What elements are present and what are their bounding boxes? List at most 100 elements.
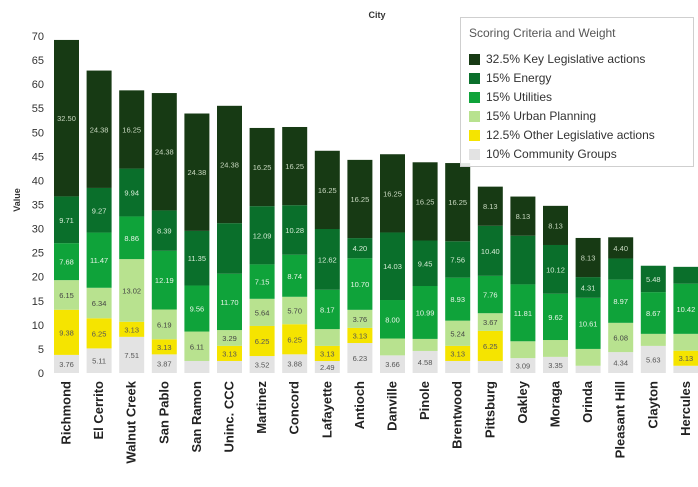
- data-label: 32.50: [57, 114, 76, 123]
- data-label: 3.76: [59, 360, 74, 369]
- category-label: Uninc. CCC: [222, 380, 237, 452]
- bar-segment: [119, 259, 145, 322]
- bar-segment: [640, 333, 666, 346]
- data-label: 10.28: [285, 226, 304, 235]
- bar-stack: 3.87 3.13 6.19 12.19 8.39 24.38: [151, 93, 177, 373]
- bar-segment: [477, 330, 503, 361]
- bar-segment: [347, 327, 373, 344]
- bar-segment: [640, 292, 666, 334]
- y-tick-label: 10: [32, 320, 44, 332]
- bar-segment: [673, 350, 698, 366]
- data-label: 3.87: [157, 360, 172, 369]
- data-label: 10.42: [677, 305, 696, 314]
- bar-stack: 4.34 6.08 8.97 4.40: [608, 237, 634, 373]
- category-label: Clayton: [645, 381, 660, 429]
- data-label: 4.31: [581, 283, 596, 292]
- bar-segment: [151, 354, 177, 373]
- bar-segment: [86, 287, 112, 319]
- bar-segment: [673, 333, 698, 351]
- legend-label: 15% Utilities: [486, 90, 553, 104]
- data-label: 12.09: [253, 231, 272, 240]
- bar-segment: [543, 340, 568, 357]
- bar-segment: [119, 336, 145, 373]
- data-label: 8.13: [548, 221, 563, 230]
- y-axis-ticks: 0 5 10 15 20 25 30 35 40 45 50 55 60 65 70: [32, 31, 44, 380]
- bar-stack: 7.51 3.13 13.02 8.86 9.94 16.25: [119, 90, 145, 373]
- bar-segment: [217, 105, 242, 224]
- bar-segment: [54, 309, 79, 355]
- bar-stack: 5.63 8.67 5.48: [640, 265, 666, 373]
- bar-segment: [249, 264, 275, 299]
- legend-swatch: [469, 129, 480, 141]
- bars: 3.76 9.38 6.15 7.68 9.71 32.50 5.11 6.25 6.34 11.…: [54, 39, 698, 373]
- bar-segment: [249, 206, 275, 265]
- category-label: San Pablo: [156, 381, 171, 444]
- data-label: 16.25: [122, 125, 141, 134]
- data-label: 3.88: [287, 360, 302, 369]
- category-label: Antioch: [352, 381, 367, 429]
- bar-segment: [217, 330, 242, 346]
- bar-stack: 10.61 4.31 8.13: [575, 237, 601, 373]
- legend-item: 15% Energy: [469, 69, 551, 87]
- bar-segment: [347, 309, 373, 328]
- bar-segment: [314, 150, 340, 230]
- bar-segment: [673, 365, 698, 373]
- bar-stack: 5.11 6.25 6.34 11.47 9.27 24.38: [86, 70, 112, 373]
- bar-segment: [608, 322, 634, 353]
- data-label: 9.94: [124, 189, 139, 198]
- bar-segment: [477, 225, 503, 276]
- category-label: Richmond: [59, 381, 74, 445]
- data-label: 3.13: [450, 349, 465, 358]
- data-label: 9.71: [59, 216, 74, 225]
- bar-segment: [673, 283, 698, 334]
- data-label: 9.38: [59, 328, 74, 337]
- data-label: 24.38: [90, 125, 109, 134]
- bar-segment: [54, 243, 79, 281]
- bar-stack: 3.09 11.81 8.13: [510, 196, 536, 373]
- data-label: 7.51: [124, 351, 139, 360]
- category-label: San Ramon: [189, 381, 204, 453]
- legend-item: 15% Urban Planning: [469, 107, 596, 125]
- bar-stack: 3.13 10.42: [673, 266, 698, 373]
- data-label: 11.35: [188, 254, 206, 263]
- bar-segment: [184, 331, 210, 361]
- data-label: 8.74: [287, 272, 302, 281]
- data-label: 12.19: [155, 276, 174, 285]
- data-label: 11.70: [220, 298, 238, 307]
- bar-segment: [673, 266, 698, 284]
- bar-segment: [543, 205, 568, 245]
- bar-segment: [282, 205, 308, 255]
- data-label: 6.25: [483, 342, 498, 351]
- data-label: 24.38: [155, 148, 174, 157]
- legend: Scoring Criteria and Weight 32.5% Key Le…: [460, 17, 694, 167]
- bar-segment: [510, 341, 536, 359]
- bar-segment: [347, 343, 373, 373]
- data-label: 3.09: [516, 362, 531, 371]
- bar-segment: [575, 297, 601, 349]
- bar-stack: 3.52 6.25 5.64 7.15 12.09 16.25: [249, 127, 275, 373]
- bar-segment: [217, 345, 242, 361]
- bar-segment: [477, 313, 503, 331]
- data-label: 6.34: [92, 299, 107, 308]
- y-tick-label: 45: [32, 151, 44, 163]
- bar-stack: 3.13 5.24 8.93 7.56 16.25: [445, 163, 471, 373]
- legend-label: 15% Energy: [486, 71, 552, 85]
- data-label: 11.47: [90, 256, 108, 265]
- data-label: 8.13: [516, 212, 531, 221]
- bar-segment: [249, 298, 275, 326]
- bar-segment: [119, 168, 145, 217]
- bar-segment: [380, 154, 405, 233]
- bar-segment: [412, 286, 438, 339]
- category-label: Pinole: [417, 381, 432, 420]
- data-label: 8.97: [613, 297, 628, 306]
- data-label: 16.25: [448, 198, 467, 207]
- data-label: 8.13: [581, 254, 596, 263]
- bar-segment: [151, 250, 177, 310]
- legend-swatch: [469, 110, 480, 122]
- bar-segment: [575, 365, 601, 373]
- bar-segment: [151, 93, 177, 211]
- data-label: 6.19: [157, 320, 172, 329]
- data-label: 4.20: [353, 244, 368, 253]
- bar-segment: [282, 296, 308, 325]
- data-label: 6.25: [92, 329, 107, 338]
